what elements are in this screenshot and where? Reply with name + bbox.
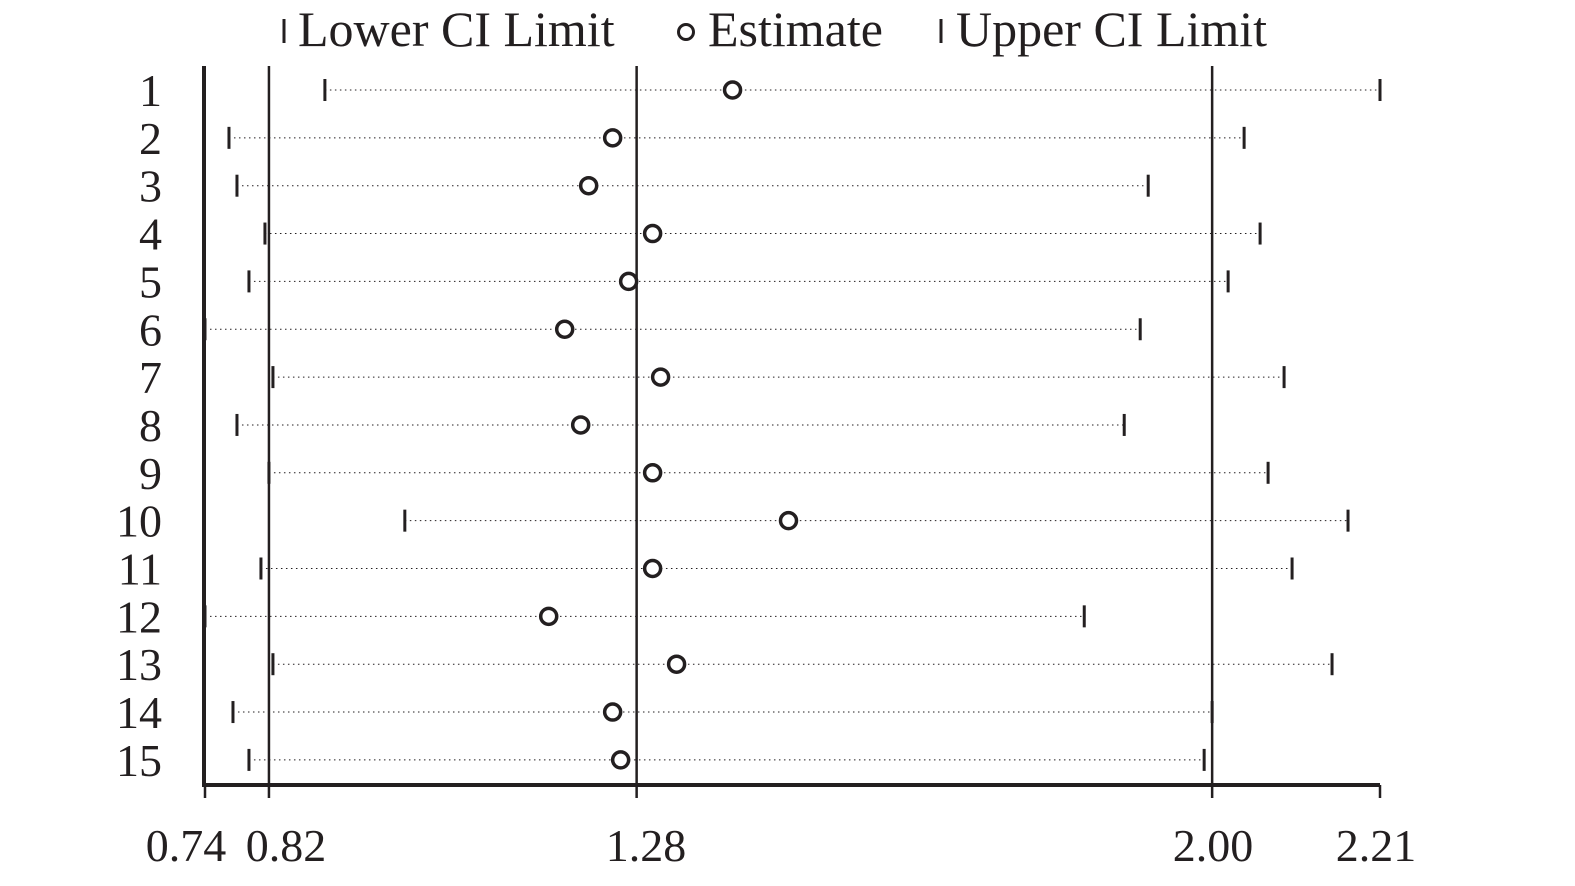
x-tick-label-2: 0.82 xyxy=(246,820,327,871)
estimate-marker xyxy=(650,367,671,387)
legend-label-2: Estimate xyxy=(708,1,883,57)
axes xyxy=(202,66,1380,787)
estimate-marker xyxy=(570,415,591,435)
row-7: 7 xyxy=(139,352,1286,403)
x-tick-label-3: 1.28 xyxy=(606,820,687,871)
estimate-marker xyxy=(642,223,663,244)
row-label: 11 xyxy=(118,544,162,595)
estimate-marker xyxy=(722,80,743,100)
row-12: 12 xyxy=(116,591,1086,642)
x-ticks: 0.74 0.82 1.28 2.00 2.21 xyxy=(146,785,1417,871)
estimate-marker xyxy=(578,175,599,196)
row-label: 3 xyxy=(139,161,162,212)
estimate-marker xyxy=(642,558,663,579)
row-label: 7 xyxy=(139,352,162,403)
legend-marker-estimate xyxy=(677,23,695,41)
estimate-marker xyxy=(538,606,559,627)
row-label: 5 xyxy=(139,256,162,307)
row-8: 8 xyxy=(139,400,1126,451)
row-label: 4 xyxy=(139,209,162,260)
legend-label-3: Upper CI Limit xyxy=(956,1,1267,57)
row-14: 14 xyxy=(116,687,1214,738)
x-tick-label-4: 2.00 xyxy=(1173,820,1254,871)
row-label: 10 xyxy=(116,496,162,547)
row-label: 6 xyxy=(139,304,162,355)
row-3: 3 xyxy=(139,161,1150,212)
legend: Lower CI Limit Estimate Upper CI Limit xyxy=(282,1,1267,57)
legend-label-1: Lower CI Limit xyxy=(298,1,615,57)
row-label: 9 xyxy=(139,448,162,499)
row-6: 6 xyxy=(139,304,1142,355)
estimate-marker xyxy=(554,319,575,339)
row-4: 4 xyxy=(139,209,1262,260)
row-5: 5 xyxy=(139,256,1230,307)
row-10: 10 xyxy=(116,496,1350,547)
estimate-marker xyxy=(610,750,631,770)
estimate-marker xyxy=(602,702,623,722)
row-1: 1 xyxy=(139,65,1382,116)
row-label: 8 xyxy=(139,400,162,451)
row-9: 9 xyxy=(139,448,1270,499)
estimate-marker xyxy=(666,654,687,674)
estimate-marker xyxy=(618,271,639,292)
estimate-marker xyxy=(642,463,663,483)
row-label: 1 xyxy=(139,65,162,116)
row-15: 15 xyxy=(116,735,1206,786)
row-label: 12 xyxy=(116,591,162,642)
x-tick-label-5: 2.21 xyxy=(1336,820,1417,871)
estimate-marker xyxy=(602,128,623,148)
row-label: 2 xyxy=(139,113,162,164)
row-11: 11 xyxy=(118,544,1294,595)
estimate-marker xyxy=(778,510,799,531)
row-2: 2 xyxy=(139,113,1246,164)
row-13: 13 xyxy=(116,639,1334,690)
row-label: 15 xyxy=(116,735,162,786)
row-label: 13 xyxy=(116,639,162,690)
x-tick-label-1: 0.74 xyxy=(146,820,227,871)
row-label: 14 xyxy=(116,687,162,738)
reference-lines xyxy=(267,66,1214,785)
